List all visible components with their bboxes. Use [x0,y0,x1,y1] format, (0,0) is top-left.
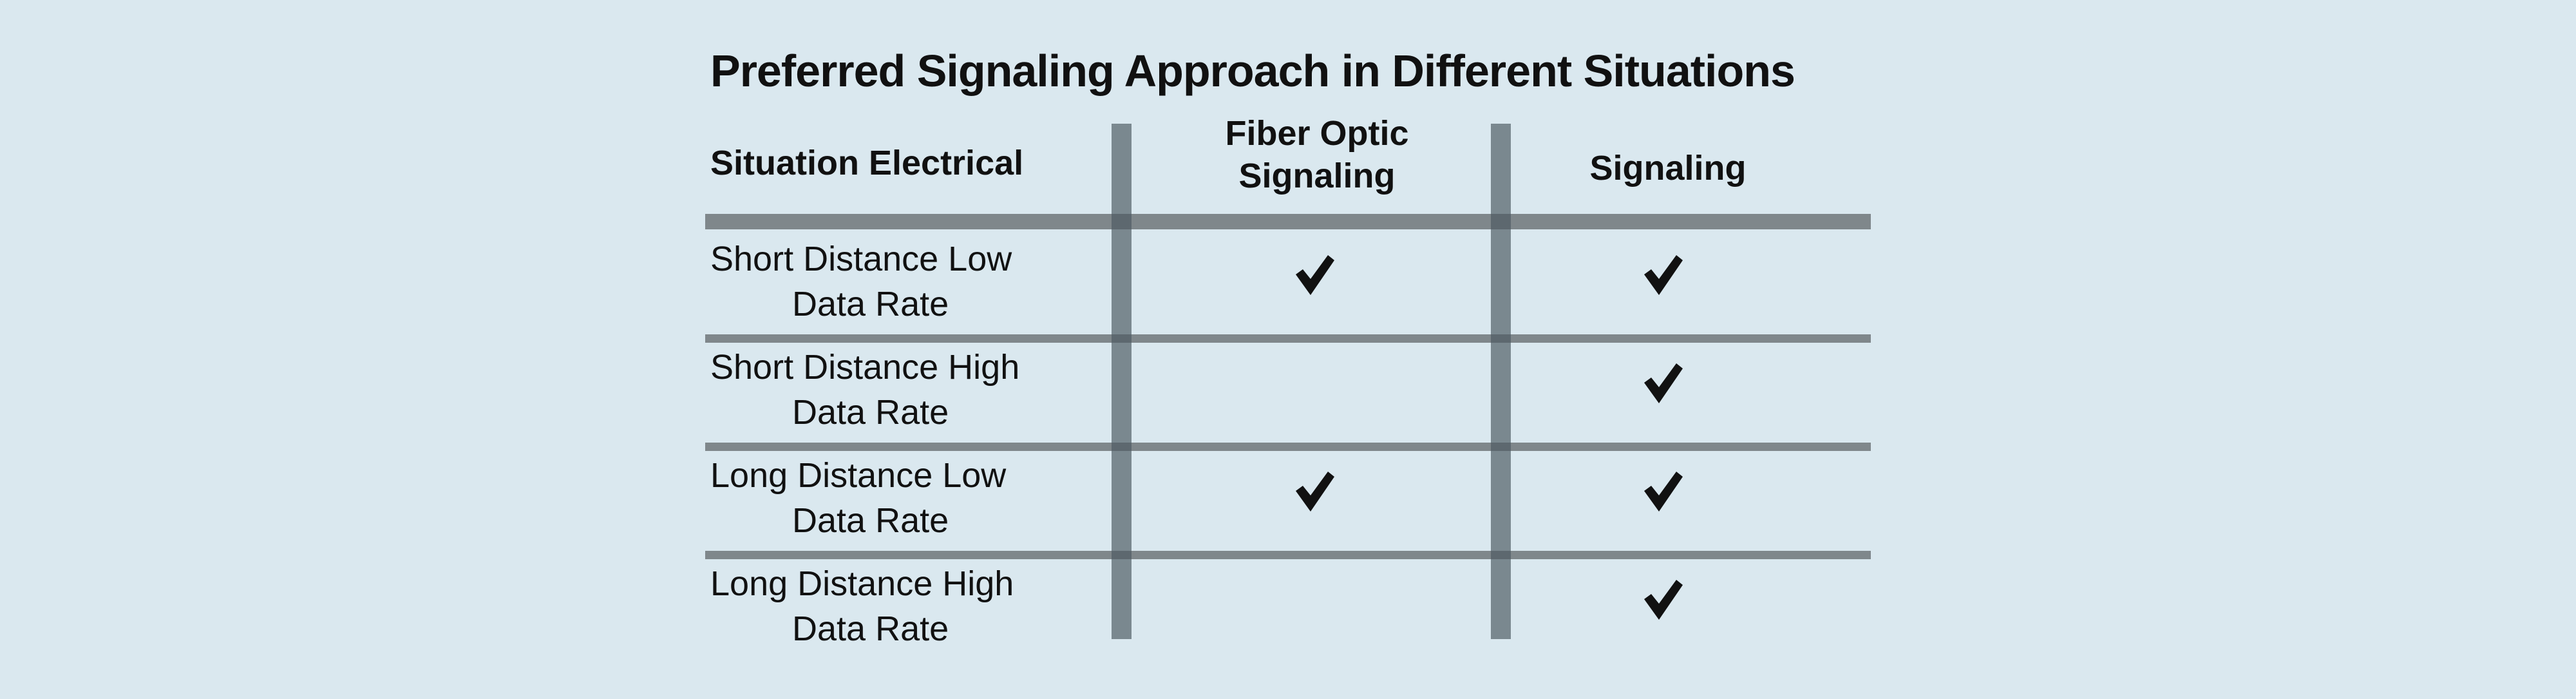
row-label-long-distance-low: Long Distance Low Data Rate [710,453,1071,543]
row-label-line1: Short Distance Low [710,240,1012,278]
checkmark-icon [1644,472,1683,512]
row-label-line1: Long Distance High [710,564,1014,603]
checkmark-icon [1296,472,1334,512]
checkmark-icon [1644,363,1683,403]
header-fiber-optic-line2: Signaling [1238,157,1396,195]
row-label-line2: Data Rate [792,501,949,540]
row-label-short-distance-low: Short Distance Low Data Rate [710,236,1071,327]
header-fiber-optic-line1: Fiber Optic [1225,114,1409,153]
row-label-short-distance-high: Short Distance High Data Rate [710,345,1071,435]
header-situation: Situation Electrical [710,144,1024,182]
header-fiber-optic: Fiber Optic Signaling [1133,112,1501,197]
row-label-line2: Data Rate [792,285,949,323]
row-label-line2: Data Rate [792,609,949,648]
row-label-line2: Data Rate [792,393,949,432]
row-label-line1: Short Distance High [710,348,1020,387]
column-divider-left [1112,124,1132,639]
row-divider [705,443,1871,451]
header-rule [705,214,1871,229]
header-signaling: Signaling [1589,149,1747,187]
row-label-line1: Long Distance Low [710,456,1007,495]
row-divider [705,334,1871,343]
row-divider [705,551,1871,559]
checkmark-icon [1644,255,1683,295]
column-divider-right [1491,124,1511,639]
checkmark-icon [1296,255,1334,295]
checkmark-icon [1644,580,1683,620]
table-title: Preferred Signaling Approach in Differen… [710,46,1795,96]
row-label-long-distance-high: Long Distance High Data Rate [710,561,1071,651]
